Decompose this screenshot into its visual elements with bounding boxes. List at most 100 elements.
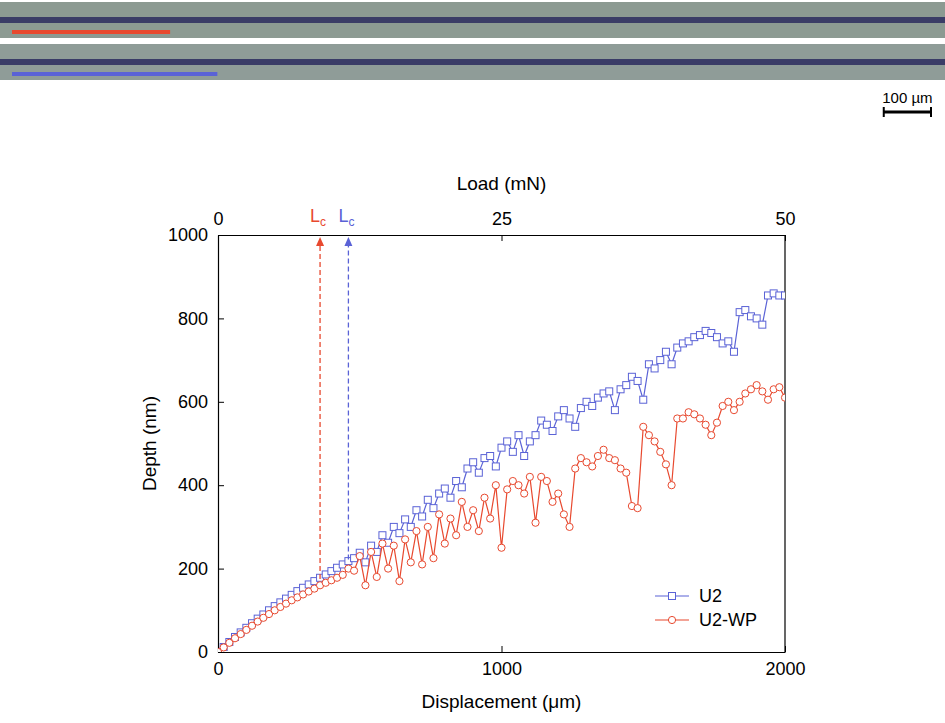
data-point <box>385 565 392 572</box>
scale-bar-end <box>883 107 885 117</box>
tick: 800 <box>178 309 224 329</box>
legend: U2 U2-WP <box>655 586 757 630</box>
annotation-arrow <box>348 245 349 559</box>
tick-mark <box>218 235 224 236</box>
data-point <box>589 402 596 409</box>
data-point <box>498 544 505 551</box>
data-point <box>566 415 573 422</box>
data-point <box>662 348 669 355</box>
tick-label: 1000 <box>482 659 522 679</box>
y-axis-title: Depth (nm) <box>139 396 160 491</box>
data-point <box>725 338 732 345</box>
data-point <box>470 507 477 514</box>
data-point <box>367 548 374 555</box>
legend-label: U2-WP <box>699 610 757 630</box>
data-point <box>464 523 471 530</box>
data-point <box>549 427 556 434</box>
data-point <box>730 407 737 414</box>
data-point <box>611 407 618 414</box>
data-point <box>645 432 652 439</box>
data-point <box>362 559 369 566</box>
data-point <box>504 438 511 445</box>
data-point <box>759 321 766 328</box>
x2-axis-title: Load (mN) <box>457 173 547 194</box>
data-point <box>725 398 732 405</box>
data-point <box>623 382 630 389</box>
tick: 25 <box>492 209 512 241</box>
data-point <box>521 490 528 497</box>
data-point <box>764 396 771 403</box>
data-point <box>782 292 786 299</box>
data-point <box>572 423 579 430</box>
data-point <box>662 461 669 468</box>
annotation-label: Lc <box>310 206 326 229</box>
data-point <box>600 446 607 453</box>
scale-bar <box>884 111 931 114</box>
data-point <box>753 382 760 389</box>
data-point <box>651 438 658 445</box>
data-point <box>555 490 562 497</box>
data-point <box>657 448 664 455</box>
legend-marker <box>668 616 675 623</box>
data-point <box>532 519 539 526</box>
scale-bar-end <box>930 107 932 117</box>
tick-label: 0 <box>213 659 223 679</box>
data-point <box>532 432 539 439</box>
annotation-arrow <box>319 245 320 579</box>
critical-load-bar <box>12 72 217 76</box>
tick-mark <box>502 646 503 652</box>
data-point <box>640 396 647 403</box>
data-point <box>475 527 482 534</box>
data-point <box>759 388 766 395</box>
data-point <box>424 523 431 530</box>
data-point <box>594 452 601 459</box>
tick-label: 2000 <box>765 659 805 679</box>
data-point <box>419 561 426 568</box>
scratch-track <box>0 17 945 23</box>
series-markers <box>218 290 785 652</box>
data-point <box>430 555 437 562</box>
data-point <box>549 498 556 505</box>
tick-label: 800 <box>178 309 208 329</box>
data-point <box>447 515 454 522</box>
tick-mark <box>502 235 503 241</box>
data-point <box>396 530 403 537</box>
data-point <box>696 415 703 422</box>
micrograph-strip <box>0 2 945 38</box>
data-point <box>702 421 709 428</box>
micrograph-strip <box>0 44 945 80</box>
data-point <box>373 573 380 580</box>
data-point <box>402 536 409 543</box>
data-point <box>526 473 533 480</box>
data-point <box>453 532 460 539</box>
tick-mark <box>218 318 224 319</box>
data-point <box>458 484 465 491</box>
x-axis: 0 1000 2000 <box>213 646 805 679</box>
tick: 200 <box>178 559 224 579</box>
tick-label: 200 <box>178 559 208 579</box>
data-point <box>708 432 715 439</box>
tick-mark <box>218 485 224 486</box>
tick: 400 <box>178 475 224 495</box>
data-point <box>736 398 743 405</box>
data-point <box>475 469 482 476</box>
data-point <box>543 477 550 484</box>
data-point <box>657 357 664 364</box>
data-point <box>492 482 499 489</box>
data-point <box>651 365 658 372</box>
data-point <box>730 348 737 355</box>
tick-mark <box>218 652 224 653</box>
annotation-subscript: c <box>348 215 354 229</box>
data-point <box>572 465 579 472</box>
data-point <box>487 453 494 460</box>
tick-label: 1000 <box>168 225 208 245</box>
tick-mark <box>218 402 224 403</box>
x2-axis: 02550 <box>213 209 795 241</box>
legend-label: U2 <box>699 586 722 606</box>
data-point <box>623 469 630 476</box>
data-point <box>396 578 403 585</box>
arrow-head <box>344 237 352 246</box>
data-point <box>441 485 448 492</box>
data-point <box>447 494 454 501</box>
data-point <box>390 542 397 549</box>
